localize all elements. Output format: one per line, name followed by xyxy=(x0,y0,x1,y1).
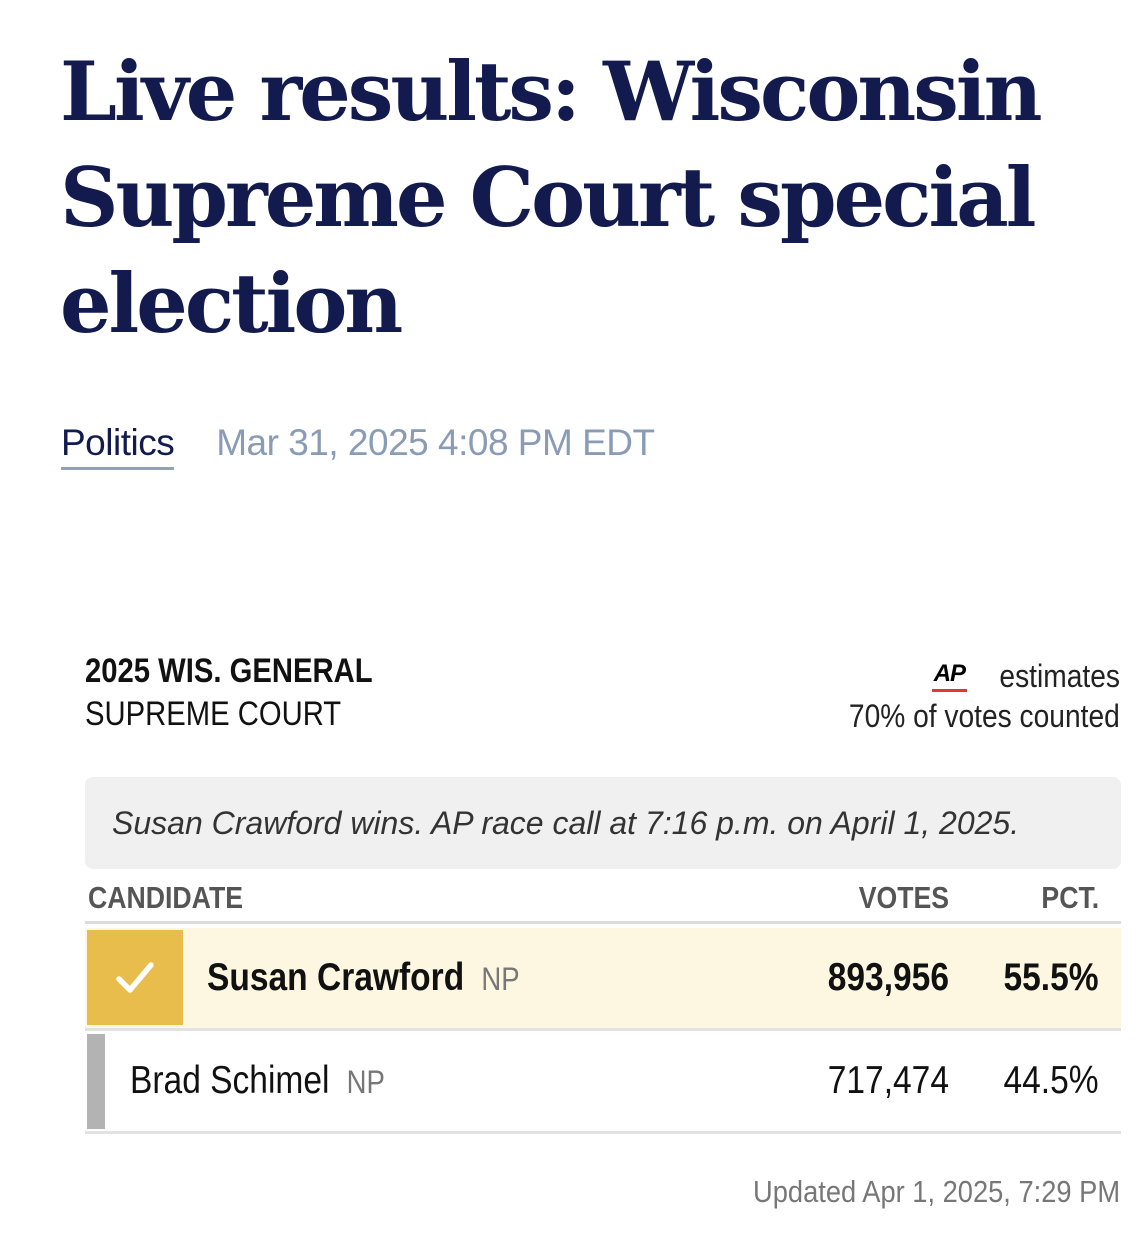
candidate-party: NP xyxy=(481,961,520,997)
candidate-name: Brad Schimel NP xyxy=(130,1059,385,1102)
column-header-votes: VOTES xyxy=(858,880,949,915)
article-headline: Live results: Wisconsin Supreme Court sp… xyxy=(60,45,1043,352)
candidate-color-bar xyxy=(87,1034,105,1129)
section-link-politics[interactable]: Politics xyxy=(61,422,175,470)
results-table-header: CANDIDATE VOTES PCT. xyxy=(85,874,1121,924)
winner-indicator xyxy=(87,930,183,1025)
race-name: 2025 WIS. GENERAL xyxy=(85,652,373,690)
candidate-name: Susan Crawford NP xyxy=(207,956,520,999)
checkmark-icon xyxy=(116,961,154,993)
candidate-party: NP xyxy=(346,1064,385,1100)
candidate-votes: 893,956 xyxy=(827,956,949,999)
race-call-text: Susan Crawford wins. AP race call at 7:1… xyxy=(112,804,1020,841)
candidate-pct: 44.5% xyxy=(1003,1059,1099,1102)
article-meta: Politics Mar 31, 2025 4:08 PM EDT xyxy=(61,422,655,472)
candidate-pct: 55.5% xyxy=(1003,956,1099,999)
column-header-pct: PCT. xyxy=(1041,880,1099,915)
updated-timestamp: Updated Apr 1, 2025, 7:29 PM xyxy=(752,1174,1120,1209)
estimates-label: estimates xyxy=(999,657,1120,694)
vote-estimate: AP estimates 70% of votes counted xyxy=(812,656,1120,736)
article-dateline: Mar 31, 2025 4:08 PM EDT xyxy=(216,422,655,463)
votes-counted: 70% of votes counted xyxy=(849,698,1120,734)
candidate-votes: 717,474 xyxy=(827,1059,949,1102)
column-header-candidate: CANDIDATE xyxy=(88,880,244,915)
table-row-winner: Susan Crawford NP 893,956 55.5% xyxy=(85,928,1121,1031)
ap-logo: AP xyxy=(931,660,968,692)
office-name: SUPREME COURT xyxy=(85,695,342,733)
race-title: 2025 WIS. GENERAL SUPREME COURT xyxy=(85,650,419,736)
table-row: Brad Schimel NP 717,474 44.5% xyxy=(85,1031,1121,1134)
race-call-banner: Susan Crawford wins. AP race call at 7:1… xyxy=(85,777,1121,869)
